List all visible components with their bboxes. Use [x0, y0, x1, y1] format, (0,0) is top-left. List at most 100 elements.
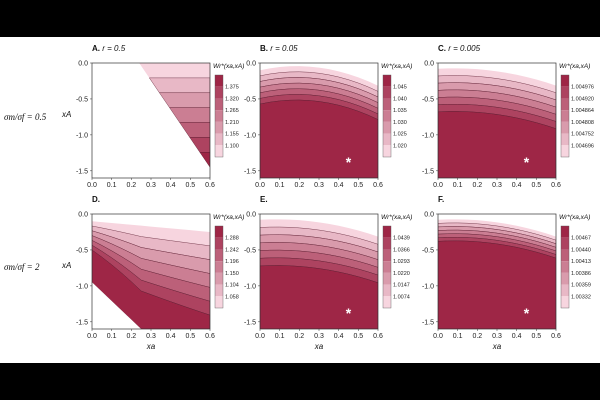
colorbar-segment	[215, 296, 223, 308]
x-tick-label: 0.1	[275, 182, 285, 189]
x-tick-label: 0.6	[205, 182, 215, 189]
y-tick-label: 0.0	[246, 61, 256, 68]
colorbar-tick-label: 1.040	[393, 96, 407, 102]
contour-band	[148, 77, 210, 93]
panel-a: A. r = 0.5 0.0 0.1 0.2 0.3 0.4 0.5 0.6 0.0 -0.5 -1…	[61, 44, 244, 189]
star-marker: *	[346, 154, 352, 170]
empty-region	[92, 282, 142, 329]
x-tick-label: 0.0	[255, 182, 265, 189]
colorbar-title: Wr*(xa,xA)	[559, 63, 590, 70]
colorbar-tick-label: 1.375	[225, 85, 239, 91]
colorbar-segment	[561, 284, 569, 297]
x-tick-label: 0.6	[373, 182, 383, 189]
y-tick-label: -1.5	[422, 168, 434, 175]
x-tick-label: 0.2	[294, 182, 304, 189]
colorbar-segment	[215, 284, 223, 297]
x-axis-label: xa	[314, 342, 324, 351]
x-tick-label: 0.4	[334, 182, 344, 189]
panel-title: F.	[438, 195, 444, 204]
panel-title: D.	[92, 195, 100, 204]
panel-param: r = 0.005	[448, 44, 480, 53]
colorbar-title: Wr*(xa,xA)	[381, 214, 412, 221]
panel-param: r = 0.05	[270, 44, 298, 53]
colorbar-segment	[215, 121, 223, 134]
colorbar-segment	[215, 237, 223, 250]
plot-area	[92, 221, 210, 329]
colorbar-segment	[383, 237, 391, 250]
star-marker: *	[346, 305, 352, 321]
contour-band	[179, 122, 210, 138]
x-tick-label: 0.1	[275, 333, 285, 340]
colorbar-title: Wr*(xa,xA)	[559, 214, 590, 221]
contour-band	[260, 219, 378, 245]
colorbar-tick-label: 1.00440	[571, 247, 591, 253]
colorbar-segment	[383, 272, 391, 285]
colorbar-segment	[215, 86, 223, 99]
panel-title: B. r = 0.05	[260, 44, 298, 53]
x-tick-label: 0.0	[255, 333, 265, 340]
colorbar-tick-label: 1.00467	[571, 236, 591, 242]
contour-band	[189, 137, 210, 153]
colorbar-tick-label: 1.288	[225, 236, 239, 242]
colorbar-segment	[561, 110, 569, 122]
star-marker: *	[524, 305, 530, 321]
x-tick-label: 0.4	[512, 333, 522, 340]
y-tick-label: -1.0	[244, 132, 256, 139]
y-tick-label: 0.0	[424, 212, 434, 219]
x-tick-label: 0.3	[146, 333, 156, 340]
colorbar-tick-label: 1.100	[225, 143, 239, 149]
colorbar-frame	[214, 225, 224, 309]
y-tick-label: -1.5	[422, 319, 434, 326]
x-tick-label: 0.1	[453, 182, 463, 189]
panel-e: E. * 0.0 0.1 0.2 0.3 0.4 0.5 0.6 0.0 -0.5 -1.0 -1.5 x…	[244, 195, 412, 351]
panel-param: r = 0.5	[102, 44, 125, 53]
colorbar-frame	[560, 74, 570, 158]
colorbar-tick-label: 1.320	[225, 96, 239, 102]
colorbar-segment	[561, 261, 569, 273]
x-tick-label: 0.5	[531, 182, 541, 189]
colorbar-tick-label: 1.00332	[571, 294, 591, 300]
colorbar-frame	[560, 225, 570, 309]
colorbar-segment	[215, 75, 223, 87]
y-tick-label: -1.0	[422, 283, 434, 290]
colorbar-tick-label: 1.025	[393, 132, 407, 138]
colorbar-segment	[383, 98, 391, 111]
x-tick-label: 0.1	[107, 333, 117, 340]
x-tick-label: 0.3	[314, 182, 324, 189]
star-marker: *	[524, 154, 530, 170]
colorbar-title: Wr*(xa,xA)	[213, 63, 244, 70]
colorbar-title: Wr*(xa,xA)	[381, 63, 412, 70]
panel-f: F. * 0.0 0.1 0.2 0.3 0.4 0.5 0.6 0.0 -0.5 -1.0 -1.5 x…	[422, 195, 591, 351]
colorbar-tick-label: 1.004696	[571, 143, 594, 149]
colorbar-segment	[383, 249, 391, 262]
colorbar-segment	[215, 145, 223, 157]
x-axis-label: xa	[146, 342, 156, 351]
colorbar-segment	[561, 86, 569, 99]
x-tick-label: 0.0	[87, 182, 97, 189]
colorbar-segment	[215, 226, 223, 238]
contour-band	[139, 63, 210, 78]
contour-band	[260, 99, 378, 178]
colorbar-tick-label: 1.0439	[393, 236, 410, 242]
colorbar-tick-label: 1.0293	[393, 259, 410, 265]
colorbar-segment	[383, 296, 391, 308]
x-tick-label: 0.4	[334, 333, 344, 340]
panel-title: E.	[260, 195, 268, 204]
colorbar-segment	[561, 98, 569, 111]
x-tick-label: 0.2	[294, 333, 304, 340]
panel-title: A. r = 0.5	[92, 44, 126, 53]
figure-svg: σm/σf = 0.5 σm/σf = 2 A. r = 0.5 0.0 0.1 0.2 0…	[4, 44, 594, 351]
panel-b: B. r = 0.05 * 0.0 0.1 0.2 0.3 0.4 0.5 0.6 0.0 -0.5…	[244, 44, 412, 189]
colorbar-tick-label: 1.045	[393, 85, 407, 91]
colorbar-segment	[561, 249, 569, 262]
colorbar-title: Wr*(xa,xA)	[213, 214, 244, 221]
x-tick-label: 0.3	[146, 182, 156, 189]
x-tick-label: 0.5	[185, 182, 195, 189]
y-tick-label: -0.5	[76, 96, 88, 103]
colorbar-segment	[215, 110, 223, 122]
x-tick-label: 0.0	[433, 182, 443, 189]
panel-d: D. 0.0 0.1 0.2 0.3 0.4 0.5 0.6 0.0 -0.5 -1.0 -1.5 xA…	[61, 195, 244, 351]
x-tick-label: 0.3	[492, 182, 502, 189]
colorbar-segment	[561, 75, 569, 87]
x-tick-label: 0.3	[314, 333, 324, 340]
